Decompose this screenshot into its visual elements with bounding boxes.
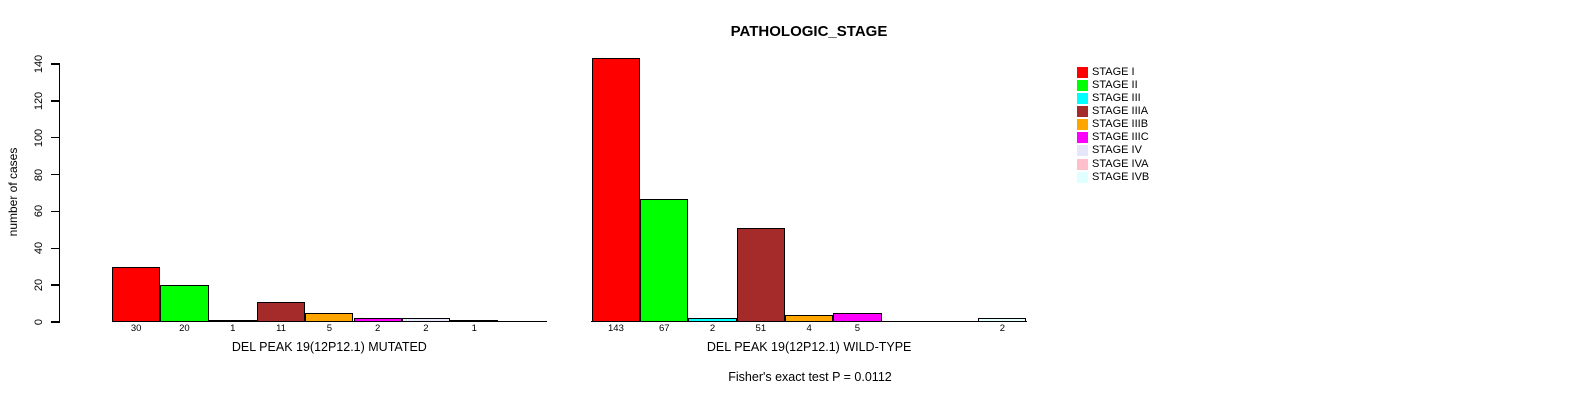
legend-label: STAGE III (1092, 91, 1141, 104)
bar (640, 198, 689, 322)
y-axis-tick (51, 321, 60, 323)
legend-label: STAGE IV (1092, 144, 1142, 157)
bar (450, 320, 499, 323)
bar (112, 266, 161, 322)
y-axis-tick (51, 210, 60, 213)
y-axis-tick (51, 137, 60, 139)
legend-item: STAGE IIIA (1077, 105, 1149, 118)
bar (208, 320, 257, 323)
legend-item: STAGE III (1077, 91, 1141, 104)
bar (160, 285, 209, 322)
y-axis-tick (51, 284, 60, 286)
legend-swatch (1077, 158, 1088, 170)
fisher-test-note: Fisher's exact test P = 0.0112 (728, 370, 892, 384)
legend-label: STAGE IVA (1092, 157, 1149, 170)
legend-swatch (1077, 119, 1088, 131)
legend-swatch (1077, 145, 1088, 157)
bar (353, 318, 402, 322)
bar-value-label: 2 (999, 322, 1005, 334)
x-axis-label-wildtype: DEL PEAK 19(12P12.1) WILD-TYPE (706, 340, 912, 354)
legend-swatch (1077, 132, 1088, 144)
bar (736, 228, 785, 322)
legend-item: STAGE I (1077, 65, 1135, 78)
legend-label: STAGE IVB (1092, 170, 1150, 183)
legend-swatch (1077, 92, 1088, 104)
legend-item: STAGE IVA (1077, 157, 1149, 170)
bar-value-label: 67 (658, 322, 670, 334)
legend-item: STAGE IV (1077, 144, 1142, 157)
chart-title: PATHOLOGIC_STAGE (730, 23, 888, 40)
bar (688, 318, 737, 322)
legend-label: STAGE IIIA (1092, 105, 1149, 118)
bar-value-label: 51 (755, 322, 767, 334)
y-axis-tick (51, 100, 60, 102)
bar (591, 58, 641, 322)
bar-value-label: 1 (230, 322, 236, 334)
bar (785, 314, 834, 322)
legend-label: STAGE IIIC (1092, 131, 1149, 144)
bar-value-label: 2 (374, 322, 381, 334)
bar-value-label: 5 (326, 322, 332, 334)
bar (401, 318, 451, 322)
x-axis-label-mutated: DEL PEAK 19(12P12.1) MUTATED (231, 340, 427, 354)
bar (978, 318, 1027, 322)
bar (305, 312, 354, 322)
bar-value-label: 1 (471, 322, 477, 334)
y-axis-tick (51, 63, 60, 65)
legend-swatch (1077, 106, 1088, 118)
bar (256, 301, 306, 322)
legend-label: STAGE II (1092, 78, 1138, 91)
legend-swatch (1077, 79, 1088, 91)
bar-value-label: 5 (854, 322, 861, 334)
y-axis-tick (51, 247, 60, 249)
legend-item: STAGE II (1077, 78, 1138, 91)
bar-value-label: 30 (130, 322, 142, 334)
legend-swatch (1077, 66, 1088, 78)
legend-label: STAGE IIIB (1092, 118, 1149, 131)
bar (833, 312, 882, 322)
y-axis-line (58, 63, 60, 323)
bar-value-label: 4 (806, 322, 812, 334)
bar-value-label: 11 (276, 322, 286, 334)
bar-value-label: 20 (179, 322, 190, 334)
y-axis-tick (51, 173, 60, 176)
bar-value-label: 2 (709, 322, 716, 334)
legend-item: STAGE IIIB (1077, 118, 1149, 131)
legend-swatch (1077, 171, 1088, 183)
bar-value-label: 143 (608, 322, 624, 334)
legend-label: STAGE I (1092, 65, 1135, 78)
legend-item: STAGE IVB (1077, 170, 1150, 183)
bar-value-label: 2 (423, 322, 429, 334)
legend-item: STAGE IIIC (1077, 131, 1149, 144)
